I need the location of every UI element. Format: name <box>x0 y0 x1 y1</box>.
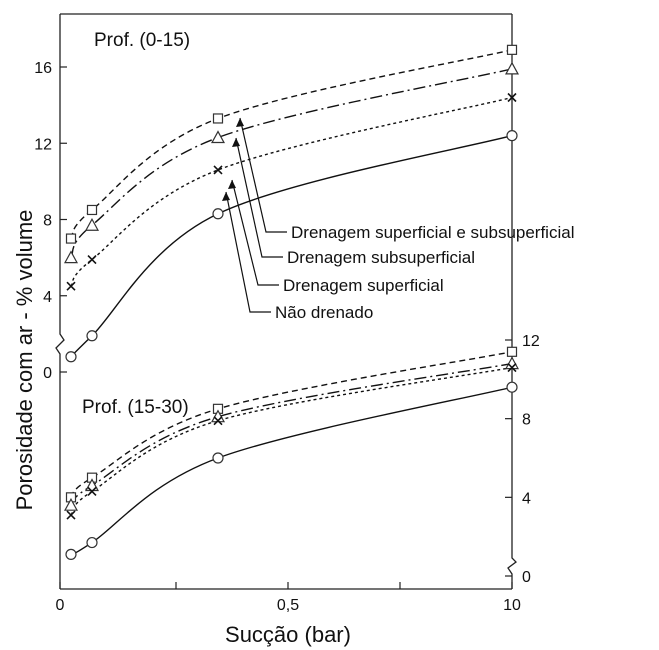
y-tick-label-right: 0 <box>522 569 531 586</box>
legend-label: Drenagem subsuperficial <box>287 248 475 267</box>
y-axis-title: Porosidade com ar - % volume <box>12 210 37 511</box>
legend-leader <box>231 179 279 286</box>
marker-x <box>507 362 517 373</box>
marker-x <box>87 486 97 496</box>
legend-arrowhead <box>232 138 240 147</box>
marker-x <box>213 165 223 175</box>
marker-square <box>212 113 224 124</box>
marker-square <box>86 204 98 216</box>
x-axis-title: Sucção (bar) <box>225 622 351 647</box>
marker-x <box>213 416 223 426</box>
marker-square <box>65 233 77 244</box>
panel-title-top: Prof. (0-15) <box>94 30 190 51</box>
marker-x <box>507 92 517 103</box>
marker-x <box>66 281 76 291</box>
legend-label: Não drenado <box>275 303 373 322</box>
panel-title-bottom: Prof. (15-30) <box>82 397 189 418</box>
marker-triangle <box>504 61 520 75</box>
marker-square <box>506 44 518 55</box>
marker-x <box>66 510 76 520</box>
series-line-square <box>70 351 513 498</box>
legend-label: Drenagem superficial <box>283 276 444 295</box>
marker-triangle <box>63 250 79 264</box>
y-tick-label-right: 4 <box>522 490 531 507</box>
y-tick-label-left: 12 <box>34 136 52 153</box>
y-tick-label-right: 8 <box>522 412 531 429</box>
legend-leader <box>225 191 271 313</box>
legend-label: Drenagem superficial e subsuperficial <box>291 223 574 242</box>
legend-arrowhead <box>228 180 236 189</box>
series-line-circle <box>70 134 513 358</box>
marker-circle <box>506 381 518 393</box>
y-tick-label-right: 12 <box>522 333 540 350</box>
series-line-circle <box>70 386 513 555</box>
legend-leader <box>235 137 283 258</box>
legend-arrowhead <box>222 192 230 201</box>
legend-arrowhead <box>236 118 244 127</box>
marker-triangle <box>84 217 100 231</box>
y-tick-label-left: 8 <box>43 213 52 230</box>
series-line-triangle <box>70 68 513 259</box>
plot-frame <box>55 13 517 590</box>
x-tick-label: 0 <box>56 597 65 614</box>
y-tick-label-left: 0 <box>43 365 52 382</box>
marker-x <box>87 254 97 265</box>
marker-circle <box>212 208 224 220</box>
marker-circle <box>212 452 224 464</box>
series-markers <box>63 44 520 560</box>
series-line-triangle <box>70 362 513 506</box>
marker-circle <box>86 330 98 342</box>
marker-circle <box>65 548 77 560</box>
marker-triangle <box>210 130 226 144</box>
legend-leader <box>239 117 287 233</box>
x-tick-label: 10 <box>503 597 521 614</box>
legend: Drenagem superficial e subsuperficial Dre… <box>222 117 574 322</box>
x-tick-label: 0,5 <box>277 597 299 614</box>
series-line-square <box>70 49 513 239</box>
marker-circle <box>506 130 518 142</box>
marker-circle <box>65 351 77 363</box>
series-curves <box>70 49 513 555</box>
y-tick-label-left: 4 <box>43 289 52 306</box>
marker-square <box>506 346 518 357</box>
series-line-x <box>70 366 513 516</box>
y-tick-label-left: 16 <box>34 60 52 77</box>
marker-circle <box>86 536 98 549</box>
marker-triangle <box>63 497 79 511</box>
frame-left-axis <box>55 14 65 589</box>
